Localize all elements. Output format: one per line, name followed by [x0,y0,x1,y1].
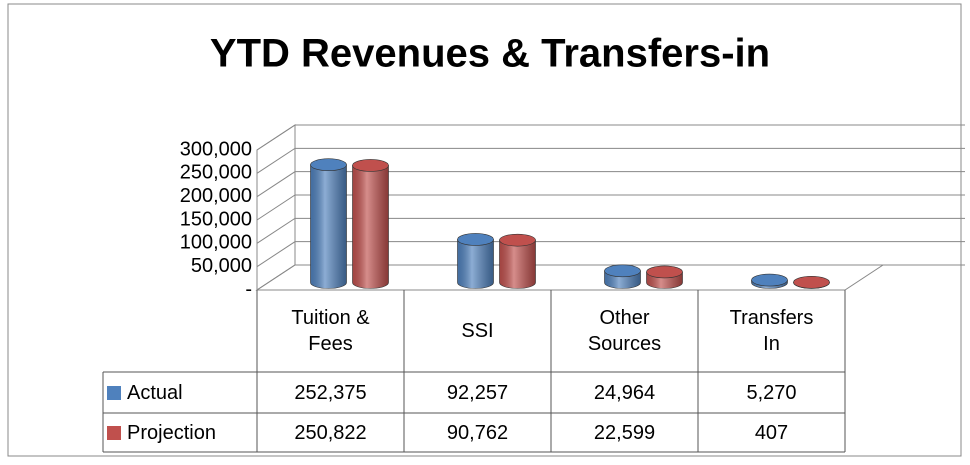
cell-text: 92,257 [446,381,509,404]
cell-text: 252,375 [294,381,367,404]
chart-title: YTD Revenues & Transfers-in [210,32,770,76]
cell-text: Tuition & Fees [291,307,370,355]
cell-text: Transfers In [729,307,814,355]
y-tick-label: 200,000 [180,185,252,207]
cylinder-top [604,264,641,278]
cell-text: SSI [461,320,494,342]
y-tick-label: - [245,278,252,300]
y-tick-label: 100,000 [180,232,252,254]
value-cell: 22,599 [551,413,698,452]
floor [255,264,885,291]
legend-swatch [107,385,121,400]
cell-text: 90,762 [446,421,509,444]
cell-text: 250,822 [294,421,367,444]
shading [352,165,389,289]
grid-line [256,241,965,268]
value-cell: 5,270 [698,372,845,413]
cylinder-top [646,265,683,279]
cell-text: Actual [127,381,183,404]
cell-text: 24,964 [593,381,656,404]
y-tick-label: 300,000 [180,138,252,160]
category-cell: SSI [404,290,551,372]
cylinder-top [499,233,536,247]
value-cell: 252,375 [257,372,404,413]
cell-text: Other Sources [587,307,662,355]
value-cell: 90,762 [404,413,551,452]
cylinder-top [751,273,788,287]
category-cell: Transfers In [698,290,845,372]
chart-border [7,3,962,457]
cell-text: 22,599 [593,421,656,444]
y-tick-label: 250,000 [180,162,252,184]
grid-line [256,217,965,244]
category-cell: Other Sources [551,290,698,372]
shading [310,164,347,289]
value-cell: 24,964 [551,372,698,413]
grid-line [256,171,965,198]
cylinder-top [352,159,389,172]
cylinder-top [457,233,494,246]
legend-cell: Projection [103,413,257,452]
value-cell: 407 [698,413,845,452]
y-tick-label: 50,000 [191,255,252,277]
grid-line [256,194,965,221]
shading [499,240,536,289]
cylinder-top [310,158,347,172]
cell-text: 5,270 [746,381,797,404]
legend-cell: Actual [103,372,257,413]
category-cell: Tuition & Fees [257,290,404,372]
grid-line [256,264,965,291]
value-cell: 92,257 [404,372,551,413]
grid-line [256,124,965,151]
cylinder-top [793,276,830,289]
shading [457,239,494,289]
grid-line [256,147,965,174]
y-tick-label: 150,000 [180,208,252,230]
cell-text: Projection [127,421,216,444]
cell-text: 407 [754,421,789,444]
value-cell: 250,822 [257,413,404,452]
legend-swatch [107,425,121,440]
